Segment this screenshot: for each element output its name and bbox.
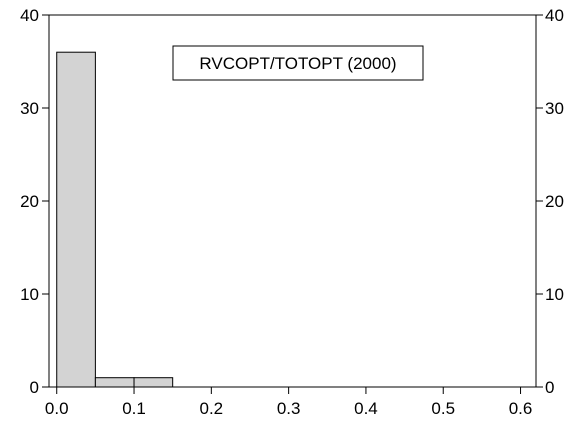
y-tick-label-right: 40: [545, 6, 564, 25]
x-tick-label: 0.5: [431, 399, 455, 418]
x-axis: 0.0 0.1 0.2 0.3 0.4 0.5 0.6: [45, 387, 532, 418]
x-tick-label: 0.4: [354, 399, 378, 418]
histogram-bar: [56, 51, 96, 388]
y-tick-label-right: 0: [545, 378, 554, 397]
y-tick-label-left: 0: [30, 378, 39, 397]
bars-group: [56, 51, 174, 388]
y-tick-label-right: 30: [545, 99, 564, 118]
y-tick-label-left: 30: [20, 99, 39, 118]
legend: RVCOPT/TOTOPT (2000): [172, 45, 424, 81]
y-axis-left: 0 10 20 30 40: [20, 6, 49, 397]
y-tick-label-left: 20: [20, 192, 39, 211]
histogram-bar: [133, 377, 174, 388]
x-tick-label: 0.3: [277, 399, 301, 418]
x-tick-label: 0.0: [45, 399, 69, 418]
x-tick-label: 0.6: [509, 399, 533, 418]
y-tick-label-left: 10: [20, 285, 39, 304]
x-tick-label: 0.1: [122, 399, 146, 418]
y-tick-label-right: 20: [545, 192, 564, 211]
y-tick-label-right: 10: [545, 285, 564, 304]
histogram-bar: [94, 377, 135, 388]
legend-box: [172, 45, 424, 81]
y-axis-right: 0 10 20 30 40: [536, 6, 564, 397]
x-tick-label: 0.2: [200, 399, 224, 418]
y-tick-label-left: 40: [20, 6, 39, 25]
legend-label: RVCOPT/TOTOPT (2000): [199, 54, 396, 73]
